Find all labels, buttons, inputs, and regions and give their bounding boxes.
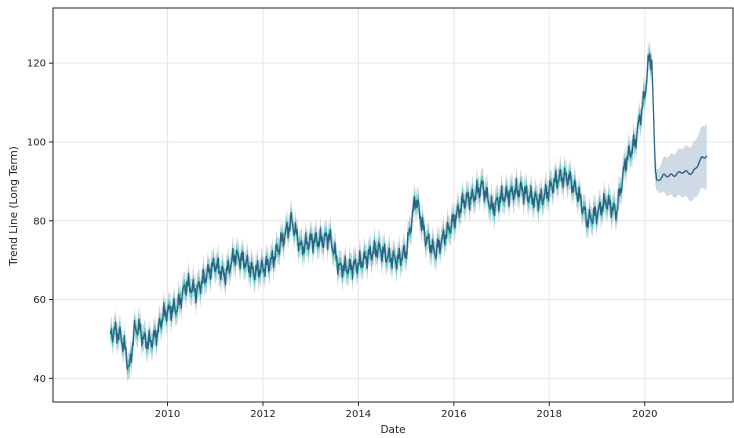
forecast-uncertainty-band <box>656 123 707 202</box>
x-tick-label: 2020 <box>632 409 657 420</box>
trend-line-layer <box>109 53 708 370</box>
axes: 2010 2012 2014 2016 2018 2020 40 60 80 100 120 <box>27 7 734 420</box>
plot-frame <box>52 7 734 403</box>
forecast-trend-line <box>656 155 708 182</box>
historical-trend-line <box>109 53 658 370</box>
x-tick-label: 2014 <box>346 409 371 420</box>
x-tick-label: 2016 <box>441 409 466 420</box>
historical-uncertainty-band <box>110 40 657 383</box>
confidence-band-layer <box>110 40 707 383</box>
y-tick-label: 120 <box>27 59 46 70</box>
y-tick-label: 80 <box>33 216 46 227</box>
y-tick-label: 60 <box>33 295 46 306</box>
x-tick-label: 2010 <box>155 409 180 420</box>
x-tick-label: 2012 <box>250 409 275 420</box>
gridlines <box>53 8 733 402</box>
y-axis-label: Trend Line (Long Term) <box>8 146 20 267</box>
historical-inner-band <box>110 47 657 376</box>
y-tick-label: 100 <box>27 137 46 148</box>
x-tick-label: 2018 <box>537 409 562 420</box>
y-tick-label: 40 <box>33 374 46 385</box>
x-axis-label: Date <box>380 424 405 436</box>
